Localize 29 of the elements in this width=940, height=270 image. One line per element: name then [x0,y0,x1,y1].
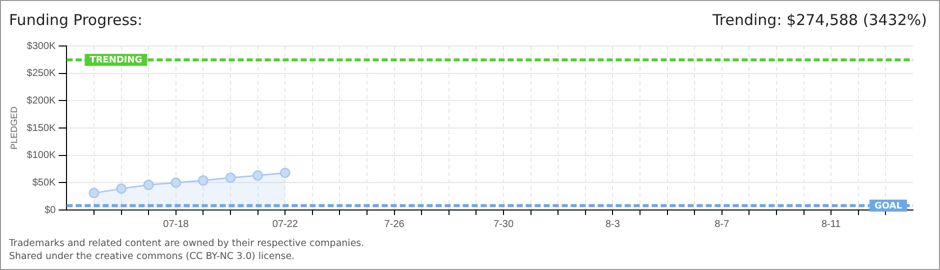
point [116,183,127,194]
y-tick-label: $300K [26,40,56,52]
x-tick-label: 07-22 [272,218,298,230]
point [198,175,208,186]
y-tick-label: $0 [44,204,56,216]
y-axis-title: PLEDGED [8,106,19,150]
x-tick-label: 8-7 [714,218,730,230]
x-tick-label: 07-18 [163,218,190,230]
y-tick-label: $50K [32,177,56,188]
ref-line-label: TRENDING [90,56,142,66]
point [280,168,290,178]
y-tick-label: $150K [26,122,56,134]
point [225,172,236,183]
ref-line-label: GOAL [874,201,902,212]
x-tick-label: 8-11 [821,218,842,230]
point [88,188,100,198]
chart-title: Funding Progress: [9,11,142,29]
chart-subtitle: Trending: $274,588 (3432%) [712,11,927,29]
point [143,180,154,190]
x-tick-label: 7-26 [384,218,405,230]
x-tick-label: 8-3 [605,218,620,230]
text: Trademarks and related content are owned by their respective companies. [9,237,364,250]
text: Shared under the creative commons (CC BY-NC 3.0) license. [9,250,296,263]
y-tick-label: $200K [26,95,56,106]
y-tick-label: $250K [26,68,56,80]
point [252,170,264,181]
x-tick-label: 7-30 [494,218,514,230]
y-tick-label: $100K [26,150,56,162]
point [170,177,182,188]
